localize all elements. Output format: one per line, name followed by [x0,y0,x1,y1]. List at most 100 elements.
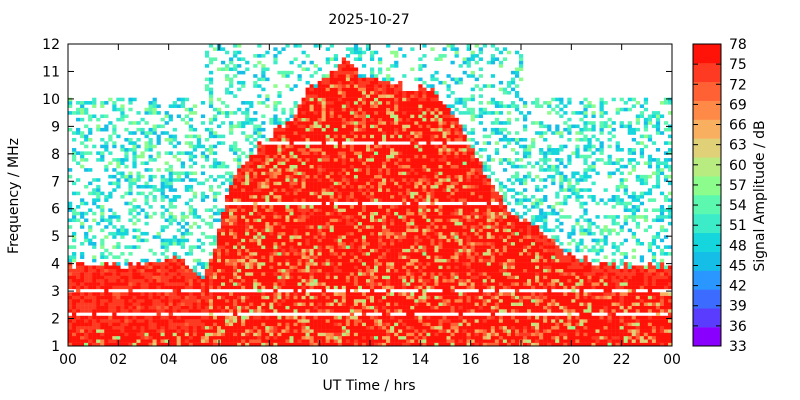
heatmap-cell [329,198,334,202]
heatmap-cell [349,191,355,196]
heatmap-cell [192,285,198,290]
heatmap-cell [164,272,169,276]
heatmap-cell [188,198,194,202]
heatmap-cell [386,231,391,236]
heatmap-cell [128,309,133,313]
heatmap-cell [349,218,355,223]
heatmap-cell [382,101,387,105]
heatmap-cell [349,299,355,303]
heatmap-cell [253,275,258,280]
heatmap-cell [168,205,173,209]
heatmap-cell [80,101,85,105]
heatmap-cell [345,191,351,196]
heatmap-cell [281,74,286,78]
heatmap-cell [208,44,214,48]
heatmap-cell [241,111,246,115]
heatmap-cell [221,255,226,259]
heatmap-cell [212,191,218,196]
heatmap-cell [374,178,379,182]
heatmap-cell [386,121,391,125]
heatmap-cell [321,181,326,186]
heatmap-cell [374,107,379,112]
heatmap-cell [301,275,306,280]
heatmap-cell [104,302,109,306]
heatmap-cell [249,252,254,256]
heatmap-cell [357,211,363,216]
heatmap-cell [140,302,145,306]
heatmap-cell [136,299,141,303]
heatmap-cell [249,248,254,253]
heatmap-cell [192,104,198,108]
heatmap-cell [241,342,246,347]
heatmap-cell [164,178,169,182]
heatmap-cell [313,137,318,142]
heatmap-cell [374,238,379,243]
heatmap-cell [293,278,298,283]
heatmap-cell [100,228,105,233]
heatmap-cell [309,255,314,259]
heatmap-cell [88,275,93,280]
heatmap-cell [144,215,149,219]
heatmap-cell [386,221,391,226]
heatmap-cell [188,205,194,209]
heatmap-cell [361,205,367,209]
heatmap-cell [341,178,347,182]
heatmap-cell [309,137,314,142]
heatmap-cell [301,124,306,129]
heatmap-cell [212,292,218,296]
heatmap-cell [406,211,411,216]
heatmap-cell [245,325,250,330]
heatmap-cell [229,248,234,253]
heatmap-cell [233,299,238,303]
heatmap-cell [394,275,399,280]
heatmap-cell [148,329,153,333]
heatmap-cell [273,174,278,179]
heatmap-cell [168,342,173,347]
heatmap-cell [233,64,238,68]
heatmap-cell [365,215,371,219]
heatmap-cell [249,164,254,169]
heatmap-cell [124,335,129,340]
heatmap-cell [333,77,338,82]
heatmap-cell [390,228,395,233]
heatmap-cell [353,44,359,48]
heatmap-cell [184,151,189,155]
heatmap-cell [337,74,343,78]
heatmap-cell [378,272,383,276]
heatmap-cell [285,262,290,266]
heatmap-cell [374,231,379,236]
heatmap-cell [249,278,254,283]
heatmap-cell [229,174,234,179]
heatmap-cell [313,339,318,343]
heatmap-cell [84,332,89,337]
heatmap-cell [309,332,314,337]
heatmap-cell [285,295,290,300]
heatmap-cell [140,325,145,330]
heatmap-cell [325,97,330,102]
heatmap-cell [100,211,105,216]
heatmap-cell [124,268,129,273]
heatmap-cell [108,161,113,165]
heatmap-cell [156,111,161,115]
heatmap-cell [233,191,238,196]
heatmap-cell [317,117,322,122]
heatmap-cell [144,201,149,206]
heatmap-cell [68,97,73,102]
heatmap-cell [301,137,306,142]
heatmap-cell [164,322,169,327]
heatmap-cell [321,238,326,243]
heatmap-cell [68,104,73,108]
heatmap-cell [112,255,117,259]
heatmap-cell [374,255,379,259]
heatmap-cell [398,111,403,115]
heatmap-cell [370,168,375,172]
heatmap-cell [120,252,125,256]
heatmap-cell [172,299,177,303]
heatmap-cell [233,111,238,115]
heatmap-cell [390,124,395,129]
heatmap-cell [200,339,206,343]
heatmap-cell [128,315,133,320]
heatmap-cell [76,265,81,270]
heatmap-cell [370,94,375,98]
heatmap-cell [353,158,359,162]
